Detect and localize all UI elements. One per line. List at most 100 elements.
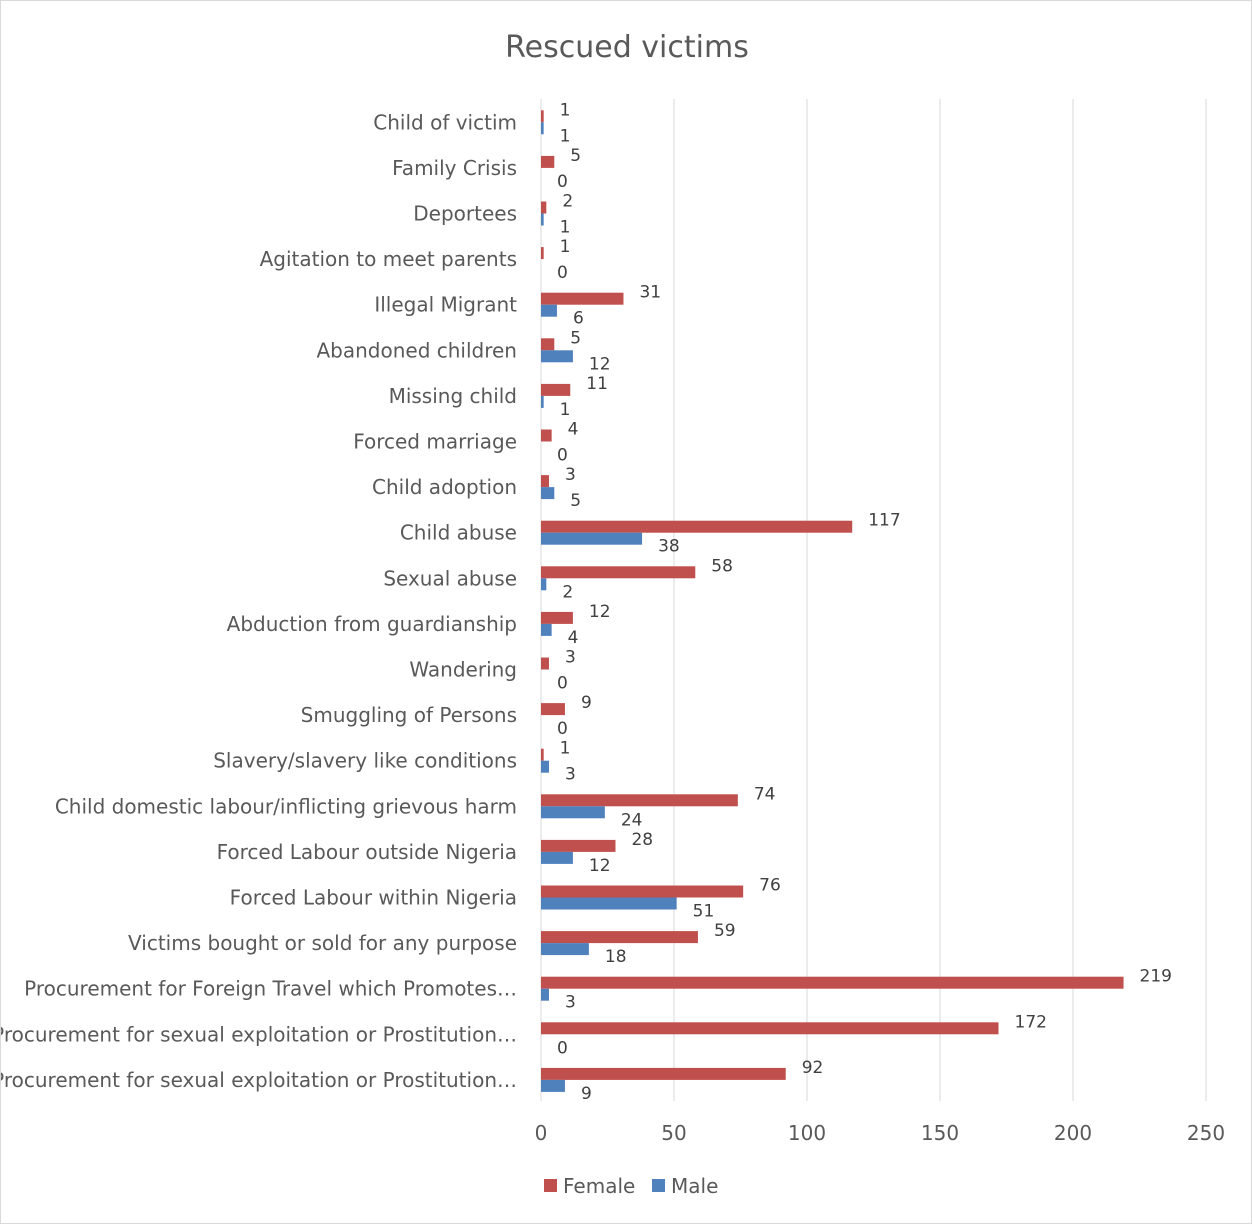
bar-female (541, 748, 544, 761)
bar-male (541, 487, 555, 500)
legend-label-male: Male (671, 1174, 718, 1198)
bar-female (541, 429, 552, 442)
data-label-male: 5 (570, 491, 581, 511)
category-label: Forced marriage (353, 430, 517, 454)
data-label-female: 11 (586, 374, 608, 394)
data-label-male: 24 (621, 810, 643, 830)
data-label-male: 9 (581, 1084, 592, 1104)
bar-male (541, 395, 544, 408)
bar-male (541, 304, 557, 317)
category-label: Procurement for Foreign Travel which Pro… (24, 977, 517, 1001)
data-label-male: 1 (560, 218, 571, 238)
bar-female (541, 383, 571, 396)
bar-female (541, 338, 555, 351)
bar-male (541, 1079, 565, 1092)
data-label-female: 9 (581, 693, 592, 713)
data-label-female: 1 (560, 100, 571, 120)
data-label-male: 0 (557, 719, 568, 739)
bar-female (541, 475, 549, 488)
legend-swatch-female (544, 1179, 557, 1192)
category-label: Abduction from guardianship (227, 612, 517, 636)
x-tick-label: 0 (535, 1121, 548, 1145)
data-label-male: 0 (557, 1038, 568, 1058)
bar-male (541, 897, 677, 910)
gridlines (540, 99, 1207, 1101)
data-label-female: 76 (759, 876, 781, 896)
category-label: Illegal Migrant (374, 293, 517, 317)
category-label: Child domestic labour/inflicting grievou… (55, 794, 517, 818)
bar-female (541, 292, 624, 305)
category-label: Forced Labour outside Nigeria (217, 840, 517, 864)
category-label: Missing child (389, 384, 517, 408)
data-label-female: 31 (639, 283, 661, 303)
category-label: Forced Labour within Nigeria (230, 886, 517, 910)
data-label-female: 172 (1015, 1012, 1047, 1032)
bar-male (541, 988, 549, 1001)
category-label: Child of victim (373, 110, 517, 134)
data-label-male: 0 (557, 263, 568, 283)
data-label-male: 0 (557, 446, 568, 466)
data-label-female: 3 (565, 465, 576, 485)
data-label-male: 12 (589, 354, 611, 374)
bar-female (541, 703, 565, 716)
data-label-female: 117 (868, 511, 900, 531)
x-tick-label: 150 (921, 1121, 959, 1145)
legend: Female Male (544, 1174, 718, 1198)
bar-male (541, 623, 552, 636)
category-label: Victims bought or sold for any purpose (128, 931, 517, 955)
x-tick-label: 200 (1054, 1121, 1092, 1145)
bar-male (541, 578, 547, 591)
data-label-female: 92 (802, 1058, 824, 1078)
bar-male (541, 532, 643, 545)
category-label: Child abuse (400, 521, 517, 545)
category-label: Deportees (413, 202, 517, 226)
data-label-male: 12 (589, 856, 611, 876)
bar-female (541, 1067, 786, 1080)
category-label: Abandoned children (316, 338, 517, 362)
bar-male (541, 350, 573, 363)
bar-female (541, 611, 573, 624)
bar-female (541, 155, 555, 168)
x-axis-ticks: 0 50 100 150 200 250 (535, 1121, 1225, 1145)
data-label-female: 5 (570, 146, 581, 166)
category-label: Sexual abuse (383, 566, 517, 590)
data-label-female: 2 (562, 192, 573, 212)
bar-female (541, 839, 616, 852)
category-label: Procurement for sexual exploitation or P… (1, 1022, 517, 1046)
bar-female (541, 885, 744, 898)
data-label-male: 1 (560, 400, 571, 420)
bar-male (541, 851, 573, 864)
bar-female (541, 931, 698, 944)
data-label-female: 12 (589, 602, 611, 622)
bar-female (541, 657, 549, 670)
data-label-male: 3 (565, 993, 576, 1013)
bar-female (541, 566, 696, 579)
category-label: Smuggling of Persons (301, 703, 517, 727)
category-label: Wandering (409, 658, 517, 682)
data-label-male: 38 (658, 537, 680, 557)
data-label-female: 74 (754, 784, 776, 804)
x-tick-label: 50 (661, 1121, 686, 1145)
data-label-female: 59 (714, 921, 736, 941)
data-label-male: 18 (605, 947, 627, 967)
data-label-male: 2 (562, 582, 573, 602)
chart-title: Rescued victims (505, 30, 749, 65)
category-label: Slavery/slavery like conditions (213, 749, 517, 773)
bar-male (541, 213, 544, 226)
data-label-female: 4 (568, 420, 579, 440)
x-tick-label: 100 (788, 1121, 826, 1145)
data-label-male: 0 (557, 172, 568, 192)
bar-female (541, 520, 853, 533)
x-tick-label: 250 (1187, 1121, 1225, 1145)
data-label-male: 1 (560, 126, 571, 146)
data-label-female: 3 (565, 648, 576, 668)
bar-female (541, 1022, 999, 1035)
data-label-male: 3 (565, 765, 576, 785)
bar-female (541, 201, 547, 214)
data-label-male: 51 (693, 902, 715, 922)
data-label-female: 58 (711, 556, 733, 576)
data-label-female: 5 (570, 328, 581, 348)
data-label-female: 28 (631, 830, 653, 850)
bar-male (541, 943, 589, 956)
